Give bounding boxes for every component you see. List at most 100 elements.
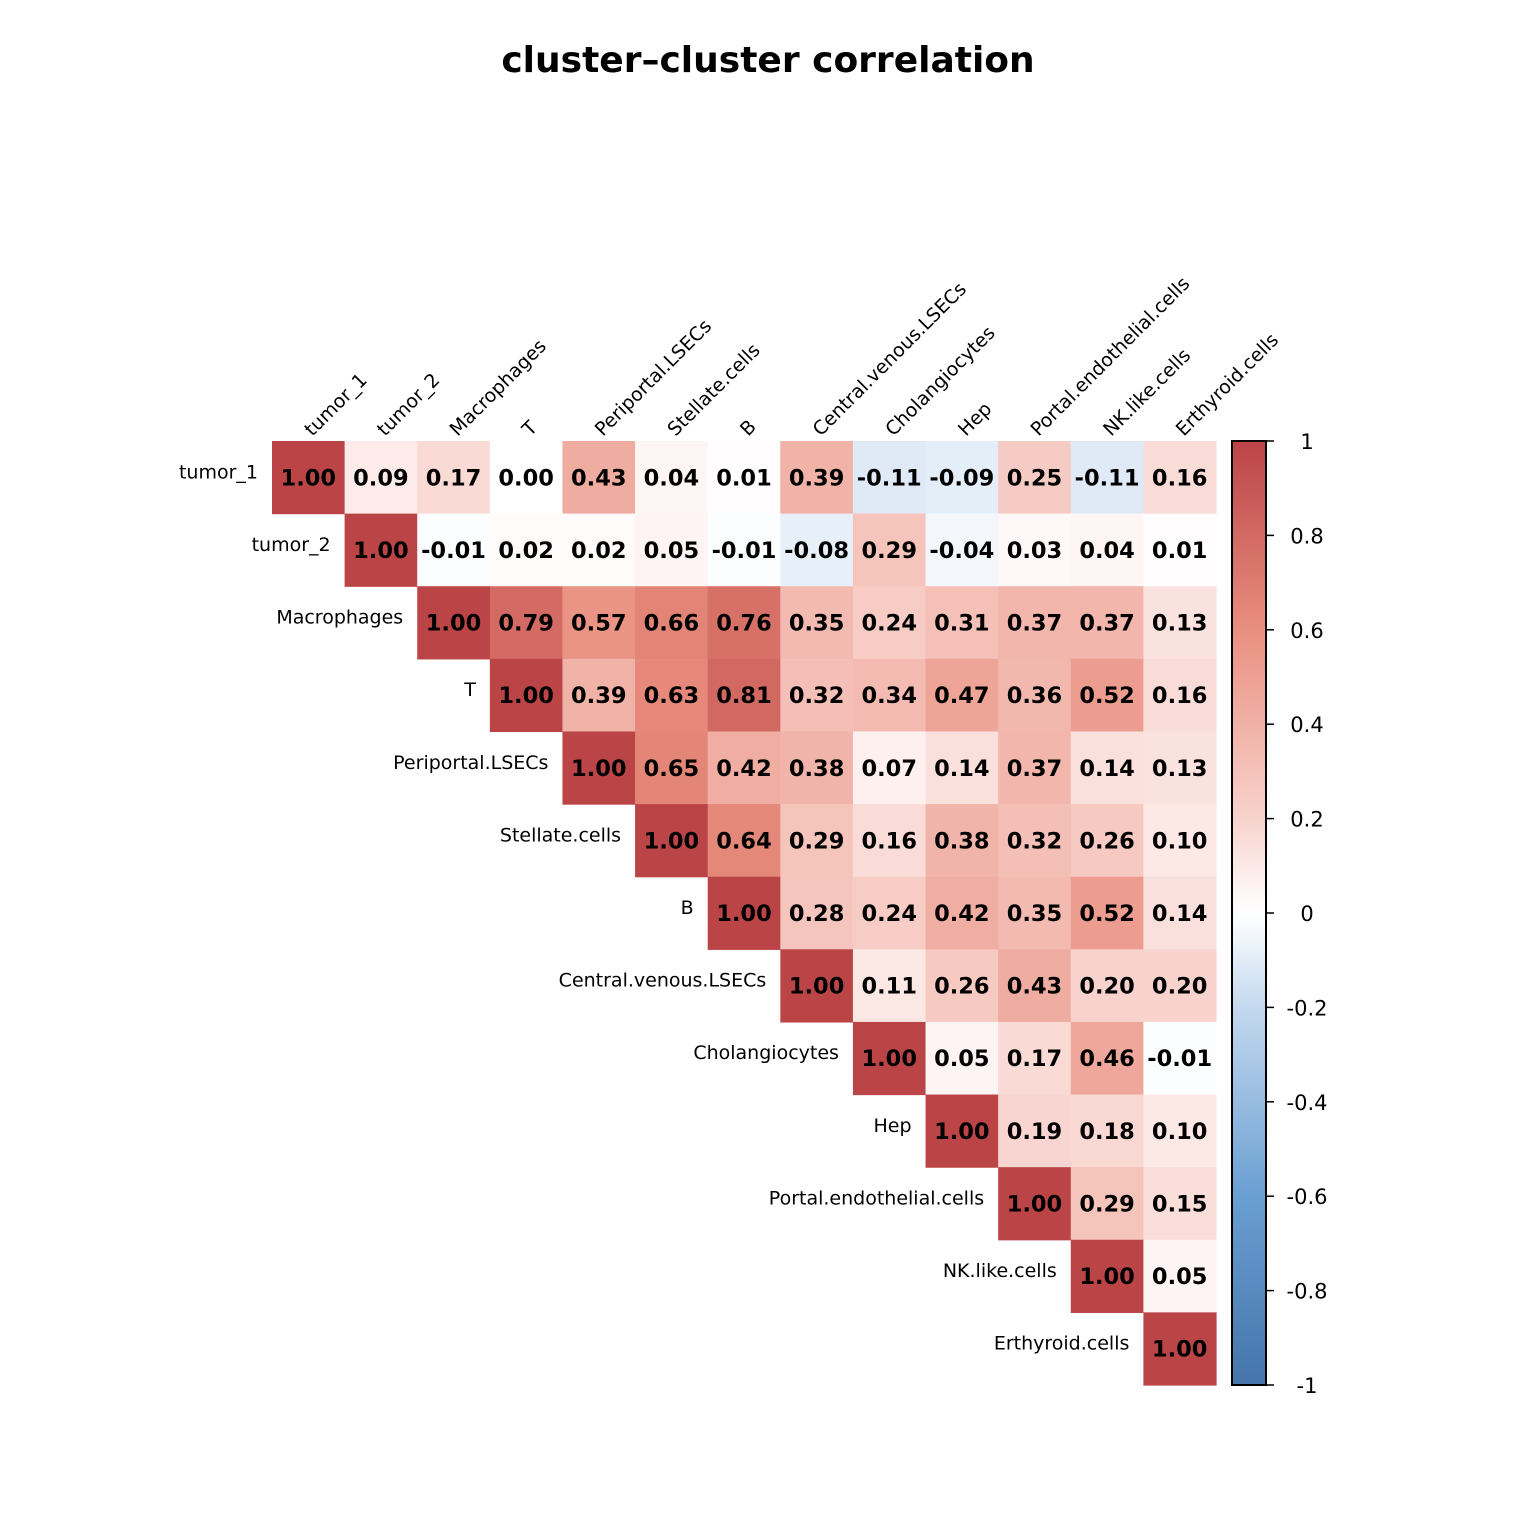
cell-value-label: 0.02	[498, 538, 554, 564]
heatmap-cell	[707, 658, 781, 733]
cell-value-label: 0.25	[1007, 465, 1063, 491]
cell-value-label: 0.42	[934, 901, 990, 927]
heatmap-cell	[272, 441, 346, 515]
heatmap-cell	[635, 731, 709, 805]
heatmap-cell	[489, 586, 564, 660]
column-label: Macrophages	[446, 335, 551, 440]
cell-value-label: 0.00	[498, 465, 554, 491]
cell-value-label: 1.00	[353, 538, 409, 564]
cell-value-label: 0.14	[1079, 756, 1135, 782]
row-label: tumor_2	[252, 534, 331, 556]
cell-value-label: 0.39	[789, 465, 845, 491]
cell-value-label: 0.38	[934, 828, 990, 854]
heatmap-cell	[780, 513, 854, 587]
cell-value-label: 0.17	[1007, 1046, 1063, 1072]
colorbar: 1 0.8 0.6 0.4 0.2 0 -0.2 -0.4 -0.6 -0.8 -1	[1231, 430, 1328, 1398]
cell-value-label: 0.24	[861, 611, 917, 637]
cell-value-label: 0.02	[571, 538, 627, 564]
heatmap-cell	[925, 513, 999, 587]
row-label: Macrophages	[276, 607, 403, 629]
cell-value-label: 0.43	[571, 465, 627, 491]
cell-value-label: 0.05	[1152, 1264, 1208, 1290]
heatmap-cell	[562, 441, 636, 515]
cell-value-label: 0.46	[1079, 1046, 1135, 1072]
cell-value-label: 0.13	[1152, 756, 1208, 782]
cell-value-label: 0.39	[571, 683, 627, 709]
cell-value-label: 0.76	[716, 611, 772, 637]
heatmap-cell	[925, 804, 999, 878]
heatmap-cell	[925, 1021, 999, 1096]
heatmap-cell	[489, 513, 564, 587]
cell-value-label: 0.26	[1079, 828, 1135, 854]
heatmap-cell	[1070, 586, 1144, 660]
cell-value-label: 0.66	[644, 611, 700, 637]
heatmap-cell	[1143, 731, 1217, 805]
colorbar-tick-label: -0.6	[1287, 1185, 1328, 1209]
heatmap-cell	[635, 804, 709, 878]
heatmap-cell	[1143, 586, 1217, 660]
cell-value-label: 0.38	[789, 756, 845, 782]
colorbar-tick-label: 0.8	[1290, 524, 1323, 548]
cell-value-label: 0.01	[716, 465, 772, 491]
cell-value-label: 1.00	[281, 465, 337, 491]
cell-value-label: 0.37	[1007, 611, 1063, 637]
row-labels: tumor_1 tumor_2 Macrophages T Periportal.LSE…	[179, 461, 1129, 1354]
cell-value-label: 0.05	[644, 538, 700, 564]
cell-value-label: 0.14	[1152, 901, 1208, 927]
cell-value-label: -0.01	[1147, 1046, 1212, 1072]
row-label: Central.venous.LSECs	[559, 970, 767, 992]
cell-value-label: 0.07	[861, 756, 917, 782]
cell-value-label: 0.10	[1152, 828, 1208, 854]
heatmap-cell	[1070, 1239, 1144, 1313]
heatmap-cell	[1070, 1167, 1144, 1241]
heatmap-cell	[852, 804, 927, 878]
cell-value-label: -0.01	[712, 538, 777, 564]
heatmap-cell	[998, 1021, 1072, 1096]
cell-value-label: 0.03	[1007, 538, 1063, 564]
heatmap-cell	[707, 804, 781, 878]
heatmap-cell	[344, 441, 418, 515]
heatmap-cell	[1143, 1167, 1217, 1241]
heatmap-cell	[562, 658, 636, 733]
heatmap-cell	[925, 441, 999, 515]
cell-value-label: 0.19	[1007, 1119, 1063, 1145]
cell-value-label: -0.01	[421, 538, 486, 564]
heatmap-cell	[417, 441, 491, 515]
cell-value-label: 0.36	[1007, 683, 1063, 709]
heatmap-cell	[998, 441, 1072, 515]
heatmap-cell	[780, 441, 854, 515]
cell-value-label: 1.00	[498, 683, 554, 709]
heatmap-cell	[707, 513, 781, 587]
heatmap-cell	[1070, 804, 1144, 878]
cell-value-label: 0.81	[716, 683, 772, 709]
cell-value-label: 0.37	[1007, 756, 1063, 782]
heatmap-cell	[707, 876, 781, 950]
heatmap-cell	[635, 586, 709, 660]
heatmap-cell	[852, 876, 927, 950]
cell-value-label: 0.42	[716, 756, 772, 782]
cell-value-label: 0.20	[1079, 974, 1135, 1000]
heatmap-cell	[780, 804, 854, 878]
cell-value-label: 0.57	[571, 611, 627, 637]
heatmap-cell	[1070, 1021, 1144, 1096]
heatmap-cell	[998, 1094, 1072, 1168]
heatmap-cell	[925, 949, 999, 1023]
column-label: tumor_1	[300, 369, 371, 440]
cell-value-label: 0.04	[644, 465, 700, 491]
colorbar-gradient	[1231, 440, 1267, 1386]
column-label: T	[517, 416, 542, 441]
heatmap-cell	[1070, 658, 1144, 733]
chart-title: cluster–cluster correlation	[501, 40, 1034, 81]
heatmap-cell	[1143, 1021, 1217, 1096]
heatmap-cell	[925, 731, 999, 805]
colorbar-tick-label: 0.4	[1290, 713, 1323, 737]
heatmap-cell	[780, 586, 854, 660]
cell-value-label: 0.79	[498, 611, 554, 637]
heatmap-cell	[417, 586, 491, 660]
column-label: Erthyroid.cells	[1172, 329, 1283, 440]
cell-value-label: -0.04	[929, 538, 994, 564]
colorbar-tick-label: -0.2	[1287, 996, 1328, 1020]
heatmap-cell	[1070, 949, 1144, 1023]
heatmap-cell	[780, 876, 854, 950]
